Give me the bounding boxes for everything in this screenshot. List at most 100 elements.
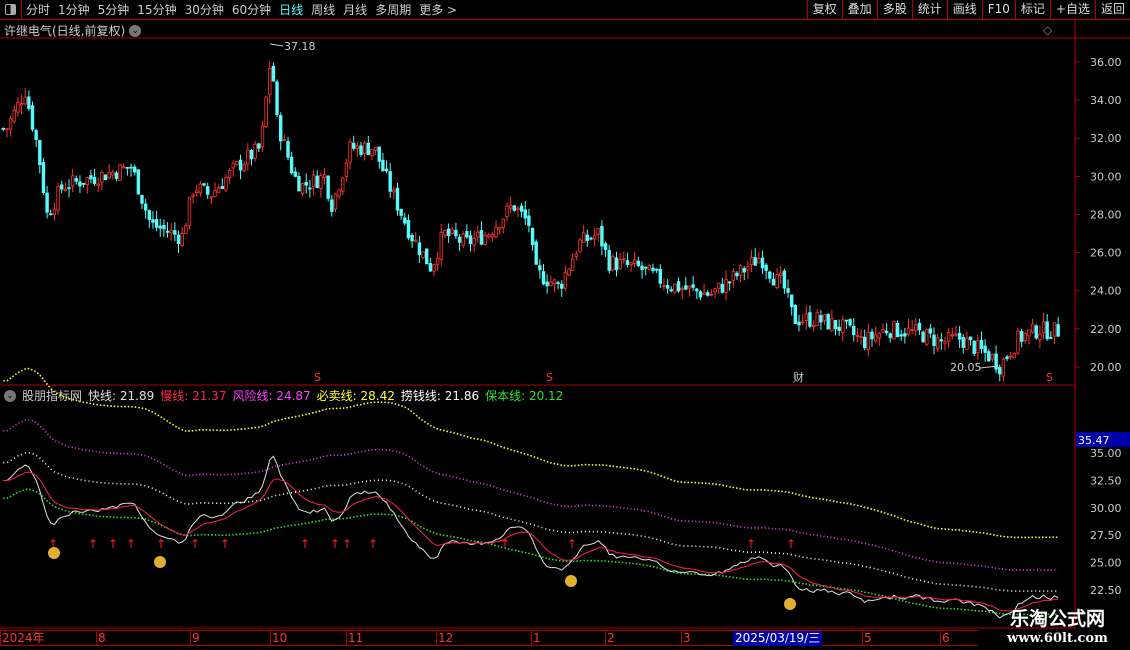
toolbar-button[interactable]: 多股 <box>876 0 912 20</box>
toolbar-button[interactable]: +自选 <box>1049 0 1095 20</box>
candle-body <box>512 205 516 211</box>
candle-body <box>351 142 356 149</box>
tab-period[interactable]: 分时 <box>26 3 51 17</box>
tab-period[interactable]: 1分钟 <box>58 3 90 17</box>
price-tick: 32.00 <box>1090 132 1122 145</box>
candle-body <box>373 146 378 151</box>
candle-body <box>1052 322 1057 337</box>
candle-body <box>443 230 447 236</box>
tab-period[interactable]: 更多 > <box>419 3 458 17</box>
chevron-down-icon[interactable]: ⌄ <box>129 24 142 37</box>
candle-body <box>921 331 925 343</box>
indicator-tick: 27.50 <box>1090 529 1122 542</box>
candle-body <box>691 284 695 288</box>
toolbar-button[interactable]: 复权 <box>806 0 842 20</box>
candle-body <box>903 333 907 337</box>
candle-body <box>644 266 648 269</box>
tab-period[interactable]: 5分钟 <box>97 3 130 17</box>
candle-body <box>49 213 53 216</box>
candle-body <box>103 174 108 181</box>
indicator-line-label: 慢线: 21.37 <box>160 389 227 403</box>
chevron-down-icon[interactable]: ⌄ <box>4 389 16 402</box>
layout-toggle-button[interactable] <box>0 0 22 20</box>
candle-body <box>811 324 816 327</box>
candle-body <box>549 281 553 287</box>
candle-body <box>424 248 429 265</box>
candle-body <box>60 184 64 190</box>
candle-body <box>454 229 458 237</box>
candle-body <box>107 172 111 179</box>
candle-body <box>567 268 571 276</box>
candle-body <box>698 291 703 298</box>
price-tick: 30.00 <box>1090 170 1122 183</box>
toolbar-button[interactable]: 标记 <box>1014 0 1050 20</box>
candle-body <box>410 234 414 242</box>
toolbar-button[interactable]: 叠加 <box>841 0 877 20</box>
candle-body <box>366 142 370 155</box>
candle-body <box>662 285 666 287</box>
candle-body <box>976 340 980 353</box>
candle-body <box>38 140 42 166</box>
candle-body <box>994 353 998 370</box>
toolbar-button[interactable]: 画线 <box>946 0 982 20</box>
candle-body <box>213 190 217 197</box>
candle-body <box>906 327 911 335</box>
toolbar-button[interactable]: F10 <box>981 0 1015 20</box>
candle-body <box>753 257 757 266</box>
toolbar-button[interactable]: 统计 <box>911 0 947 20</box>
candle-body <box>775 274 779 289</box>
candle-body <box>713 288 717 293</box>
candle-body <box>326 175 330 199</box>
tab-period[interactable]: 多周期 <box>375 3 412 17</box>
toolbar-button[interactable]: 返回 <box>1094 0 1130 20</box>
candle-body <box>673 283 677 293</box>
candle-body <box>724 279 728 293</box>
tab-period[interactable]: 30分钟 <box>184 3 224 17</box>
candle-body <box>855 335 860 337</box>
candle-body <box>304 182 308 186</box>
candle-body <box>925 329 929 345</box>
candle-body <box>96 183 100 186</box>
candle-body <box>837 326 841 331</box>
candle-body <box>647 265 652 270</box>
tab-period[interactable]: 15分钟 <box>137 3 177 17</box>
candle-body <box>545 281 549 287</box>
candle-body <box>322 174 327 179</box>
candle-body <box>881 328 885 333</box>
current-value: 35.47 <box>1078 434 1110 447</box>
watermark-title: 乐淘公式网 <box>1009 608 1105 630</box>
candle-body <box>943 341 947 344</box>
candle-body <box>74 178 78 182</box>
tab-period[interactable]: 日线 <box>279 3 304 17</box>
month-label: 5 <box>862 631 872 646</box>
candle-body <box>873 334 878 342</box>
candle-body <box>808 312 812 327</box>
buy-arrow-icon: ↑ <box>156 537 166 551</box>
toolbar-buttons: 复权 叠加 多股 统计 画线 F10 标记 +自选 返回 <box>806 0 1130 20</box>
event-marker: S <box>1046 371 1053 384</box>
candle-body <box>162 224 166 230</box>
candle-body <box>852 325 856 336</box>
tab-period[interactable]: 周线 <box>311 3 336 17</box>
candle-body <box>519 205 524 212</box>
candle-body <box>19 103 24 106</box>
candle-body <box>253 143 257 159</box>
buy-arrow-icon: ↑ <box>342 537 352 551</box>
buy-arrow-icon: ↑ <box>108 537 118 551</box>
candle-body <box>231 163 235 169</box>
candle-body <box>468 235 473 245</box>
candle-body <box>249 149 254 160</box>
candle-body <box>636 260 641 266</box>
candle-body <box>1016 330 1020 354</box>
tab-period[interactable]: 月线 <box>343 3 368 17</box>
candle-body <box>282 139 287 141</box>
candle-body <box>552 279 557 285</box>
candle-body <box>187 196 192 227</box>
low-label: 20.05 <box>950 361 982 374</box>
candle-body <box>735 272 739 277</box>
candle-body <box>27 96 31 109</box>
candle-body <box>738 265 743 276</box>
candle-body <box>202 183 206 186</box>
tab-period[interactable]: 60分钟 <box>231 3 272 17</box>
